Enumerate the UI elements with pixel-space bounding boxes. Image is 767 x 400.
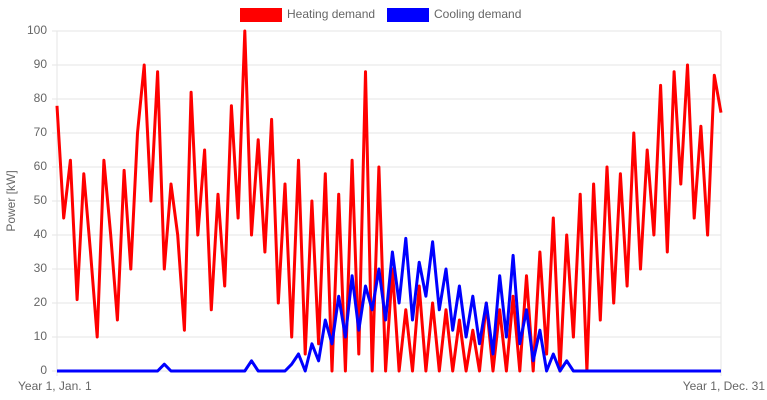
y-tick-label: 90 xyxy=(34,57,48,71)
y-tick-label: 100 xyxy=(27,23,47,37)
y-tick-label: 80 xyxy=(34,91,48,105)
y-tick-label: 30 xyxy=(34,261,48,275)
y-tick-label: 10 xyxy=(34,329,48,343)
y-tick-label: 60 xyxy=(34,159,48,173)
y-tick-label: 50 xyxy=(34,193,48,207)
x-tick-label: Year 1, Jan. 1 xyxy=(18,379,92,393)
y-tick-label: 70 xyxy=(34,125,48,139)
x-tick-label: Year 1, Dec. 31 xyxy=(683,379,766,393)
legend-swatch xyxy=(387,8,429,22)
series-line xyxy=(55,29,723,373)
y-tick-label: 20 xyxy=(34,295,48,309)
series-line xyxy=(57,236,721,373)
legend-swatch xyxy=(240,8,282,22)
legend-label: Cooling demand xyxy=(434,7,521,21)
y-tick-label: 40 xyxy=(34,227,48,241)
y-axis-label: Power [kW] xyxy=(4,170,18,231)
legend-label: Heating demand xyxy=(287,7,375,21)
y-tick-label: 0 xyxy=(40,363,47,377)
